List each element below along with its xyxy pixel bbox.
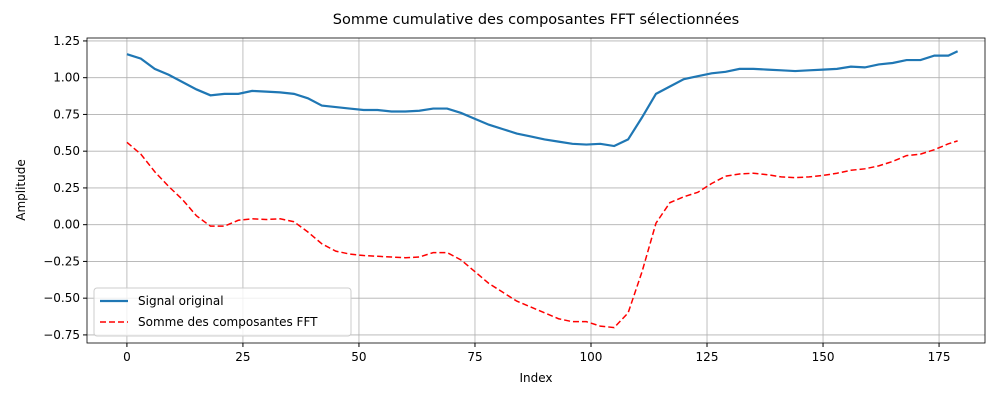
y-tick-label: 0.75 xyxy=(53,107,80,121)
y-tick-label: −0.50 xyxy=(43,291,80,305)
legend-label: Somme des composantes FFT xyxy=(138,315,318,329)
x-axis-label: Index xyxy=(519,371,552,385)
y-tick-label: 0.00 xyxy=(53,218,80,232)
x-tick-label: 75 xyxy=(467,350,482,364)
x-tick-label: 50 xyxy=(351,350,366,364)
x-tick-label: 175 xyxy=(928,350,951,364)
y-tick-label: −0.25 xyxy=(43,254,80,268)
x-tick-label: 125 xyxy=(696,350,719,364)
x-tick-label: 25 xyxy=(235,350,250,364)
plot-frame xyxy=(86,37,986,344)
y-tick-label: 0.25 xyxy=(53,181,80,195)
x-tick-label: 0 xyxy=(123,350,131,364)
series-line xyxy=(126,140,958,329)
x-tick-label: 100 xyxy=(580,350,603,364)
y-tick-label: −0.75 xyxy=(43,328,80,342)
legend: Signal original Somme des composantes FFT xyxy=(93,287,352,337)
x-tick-label: 150 xyxy=(812,350,835,364)
series-line xyxy=(126,50,959,148)
legend-label: Signal original xyxy=(138,294,224,308)
chart-title: Somme cumulative des composantes FFT sél… xyxy=(333,12,739,28)
y-axis-label: Amplitude xyxy=(14,159,28,221)
y-tick-label: 0.50 xyxy=(53,144,80,158)
legend-box xyxy=(93,287,352,337)
y-tick-label: 1.00 xyxy=(53,71,80,85)
y-tick-label: 1.25 xyxy=(53,34,80,48)
